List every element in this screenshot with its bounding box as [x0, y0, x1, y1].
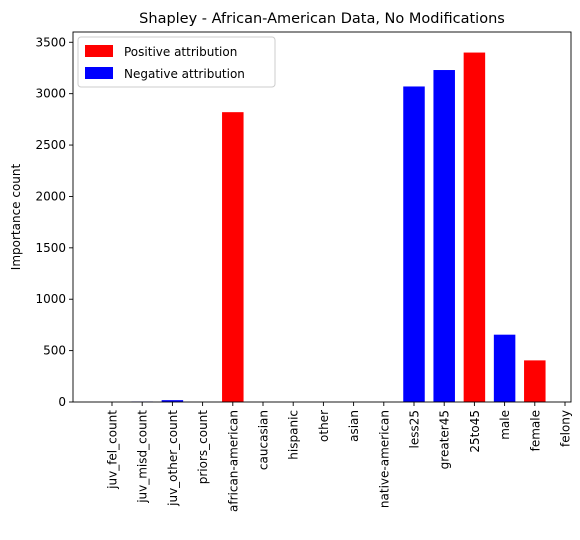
x-tick-label-less25: less25 — [408, 410, 422, 449]
x-tick-label-native-american: native-american — [377, 410, 391, 508]
y-tick-label-3000: 3000 — [35, 87, 66, 101]
x-tick-label-juv_other_count: juv_other_count — [166, 410, 180, 507]
x-tick-label-juv_misd_count: juv_misd_count — [136, 410, 150, 504]
legend-box — [77, 36, 276, 88]
x-tick-label-male: male — [498, 410, 512, 440]
bar-25to45 — [463, 52, 486, 403]
x-tick-label-felony: felony — [559, 410, 573, 447]
y-tick-label-1500: 1500 — [35, 241, 66, 255]
y-tick-label-2000: 2000 — [35, 189, 66, 203]
y-tick-label-1000: 1000 — [35, 292, 66, 306]
chart-title: Shapley - African-American Data, No Modi… — [139, 11, 505, 27]
legend-label-negative: Negative attribution — [124, 67, 245, 81]
bar-female — [524, 360, 546, 403]
x-tick-label-asian: asian — [347, 410, 361, 442]
y-axis-label: Importance count — [9, 163, 23, 270]
bar-juv_other_count — [161, 400, 184, 402]
x-tick-label-female: female — [528, 410, 542, 451]
x-tick-label-african-american: african-american — [226, 410, 240, 512]
y-tick-label-3500: 3500 — [35, 35, 66, 49]
bar-less25 — [403, 86, 425, 402]
legend-label-positive: Positive attribution — [124, 45, 237, 59]
y-tick-label-2500: 2500 — [35, 138, 66, 152]
x-tick-label-juv_fel_count: juv_fel_count — [106, 410, 120, 490]
x-tick-label-caucasian: caucasian — [257, 410, 271, 470]
x-tick-label-other: other — [317, 410, 331, 442]
plot-frame — [72, 31, 572, 403]
x-tick-label-greater45: greater45 — [438, 410, 452, 469]
y-tick-label-500: 500 — [43, 344, 66, 358]
bar-male — [493, 334, 516, 402]
x-tick-label-hispanic: hispanic — [287, 410, 301, 460]
legend-swatch-positive — [85, 45, 113, 57]
y-tick-label-0: 0 — [58, 395, 66, 409]
x-tick-label-priors_count: priors_count — [196, 410, 210, 485]
plot-area: 0 500 1000 1500 2000 2500 3000 3500 juv_fel_coun… — [35, 31, 573, 512]
x-tick-label-25to45: 25to45 — [468, 410, 482, 453]
bar-greater45 — [433, 70, 455, 402]
legend: Positive attribution Negative attribution — [77, 36, 276, 88]
bar-african-american — [222, 112, 244, 403]
legend-swatch-negative — [85, 67, 113, 79]
